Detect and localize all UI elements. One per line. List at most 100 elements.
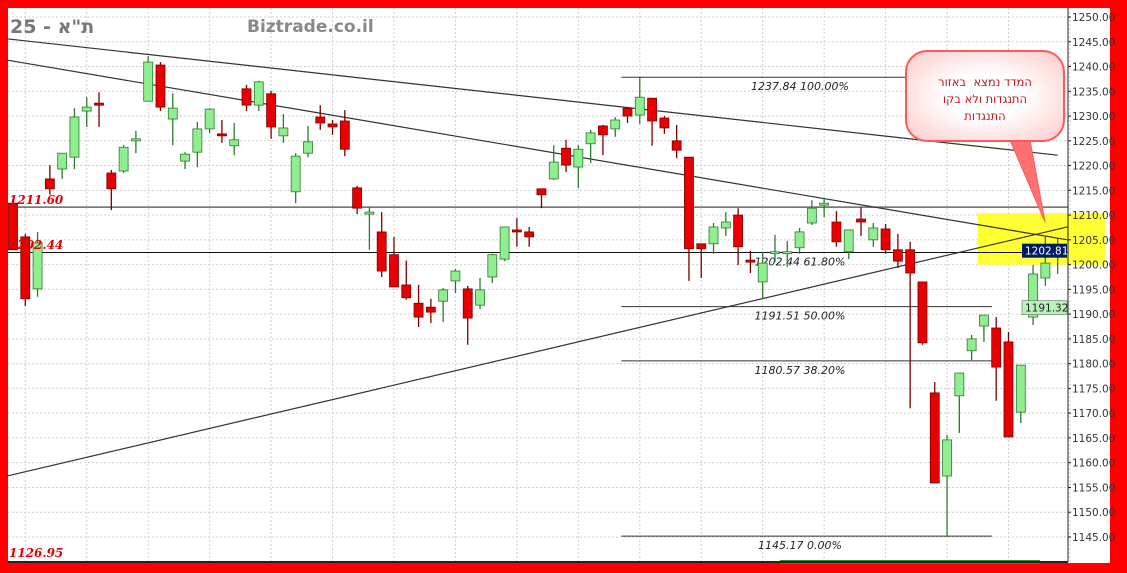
- y-tick-label: 1150.00: [1072, 507, 1115, 519]
- last-price-box: [1022, 243, 1067, 258]
- candle-up: [487, 254, 498, 278]
- candle-down: [511, 229, 522, 233]
- watermark: Biztrade.co.il: [247, 17, 374, 37]
- candle-down: [462, 288, 473, 319]
- annotation-callout: המדד נמצא באזור התנגדות ולא בקו התנגדות: [905, 50, 1065, 142]
- annotation-line: התנגדות ולא בקו: [943, 92, 1027, 106]
- candle-up: [450, 270, 461, 282]
- candle-down: [315, 116, 326, 124]
- candle-up: [167, 107, 178, 120]
- candle-up: [868, 227, 879, 241]
- y-tick-label: 1230.00: [1072, 111, 1115, 123]
- y-tick-label: 1250.00: [1072, 12, 1115, 24]
- chart-title: 25 - ת"א: [10, 16, 94, 38]
- candle-down: [659, 117, 670, 129]
- candle-down: [327, 123, 338, 128]
- y-tick-label: 1240.00: [1072, 62, 1115, 74]
- trendline: [6, 59, 1068, 241]
- horizontal-levels: [8, 206, 1068, 254]
- y-tick-label: 1160.00: [1072, 458, 1115, 470]
- candle-up: [180, 153, 190, 162]
- candle-down: [266, 93, 276, 128]
- candle-down: [376, 231, 387, 272]
- candle-up: [1028, 273, 1038, 318]
- candle-down: [339, 120, 350, 150]
- candle-down: [929, 392, 940, 484]
- candle-up: [143, 61, 154, 102]
- candle-down: [217, 133, 227, 137]
- candle-up: [806, 207, 817, 224]
- y-tick-label: 1220.00: [1072, 161, 1115, 173]
- y-tick-label: 1235.00: [1072, 86, 1115, 98]
- y-tick-label: 1210.00: [1072, 210, 1115, 222]
- level-label-upper: 1211.60: [9, 193, 64, 207]
- candle-up: [229, 139, 240, 147]
- annotation-line: המדד נמצא באזור: [938, 75, 1032, 89]
- candle-up: [770, 251, 780, 255]
- candle-down: [524, 231, 535, 238]
- candle-down: [155, 64, 166, 108]
- candle-up: [192, 128, 203, 153]
- y-tick-label: 1155.00: [1072, 482, 1115, 494]
- fib-level-label: 1191.51 50.00%: [755, 310, 846, 323]
- candle-down: [44, 178, 55, 190]
- candle-down: [696, 243, 707, 250]
- candle-up: [794, 231, 805, 249]
- y-tick-label: 1180.00: [1072, 359, 1115, 371]
- y-tick-label: 1185.00: [1072, 334, 1115, 346]
- indicator-price-label: 1191.32: [1025, 303, 1068, 315]
- level-label-lower: 1202.44: [9, 238, 63, 252]
- last-price-label: 1202.81: [1025, 246, 1068, 258]
- trendline: [6, 38, 1058, 156]
- candle-down: [389, 254, 399, 288]
- candle-down: [917, 281, 928, 344]
- candle-up: [499, 226, 510, 260]
- candle-down: [401, 284, 412, 299]
- candle-up: [634, 96, 645, 116]
- candle-up: [69, 116, 80, 158]
- fib-level-label: 1145.17 0.00%: [758, 539, 842, 552]
- candle-up: [204, 108, 215, 130]
- candle-up: [1015, 364, 1026, 413]
- candle-down: [671, 140, 682, 151]
- candle-up: [1040, 262, 1051, 279]
- candle-up: [966, 338, 977, 352]
- candle-down: [561, 147, 571, 166]
- trendlines: [6, 38, 1068, 477]
- candle-up: [290, 155, 301, 193]
- grid: [8, 8, 1071, 562]
- fibonacci-retracement: 1237.84 100.00% 1202.44 61.80% 1191.51 50.…: [621, 76, 992, 552]
- right-border: [1110, 0, 1127, 573]
- candle-down: [20, 236, 31, 300]
- candle-down: [94, 102, 104, 106]
- candle-up: [708, 226, 719, 245]
- trendline: [6, 226, 1068, 477]
- candle-down: [1003, 341, 1014, 438]
- y-tick-label: 1175.00: [1072, 383, 1115, 395]
- candle-up: [81, 106, 92, 112]
- indicator-price-box: [1021, 300, 1068, 315]
- candle-up: [118, 146, 129, 172]
- candle-up: [57, 152, 68, 170]
- y-tick-label: 1165.00: [1072, 433, 1115, 445]
- y-tick-label: 1215.00: [1072, 185, 1115, 197]
- candle-down: [425, 306, 436, 313]
- candle-down: [352, 187, 363, 209]
- candle-down: [684, 156, 694, 250]
- candle-down: [536, 188, 547, 196]
- y-tick-label: 1195.00: [1072, 284, 1115, 296]
- candle-up: [303, 141, 313, 154]
- candle-down: [106, 172, 117, 190]
- low-label: 1126.95: [9, 546, 63, 560]
- candle-up: [819, 202, 830, 206]
- candle-down: [856, 218, 866, 223]
- candle-down: [892, 249, 903, 262]
- candle-up: [610, 119, 621, 130]
- candle-down: [831, 221, 842, 243]
- candle-up: [782, 251, 793, 255]
- candle-up: [548, 161, 559, 180]
- candle-up: [573, 148, 584, 168]
- candle-up: [757, 262, 768, 283]
- fib-level-label: 1237.84 100.00%: [751, 80, 849, 93]
